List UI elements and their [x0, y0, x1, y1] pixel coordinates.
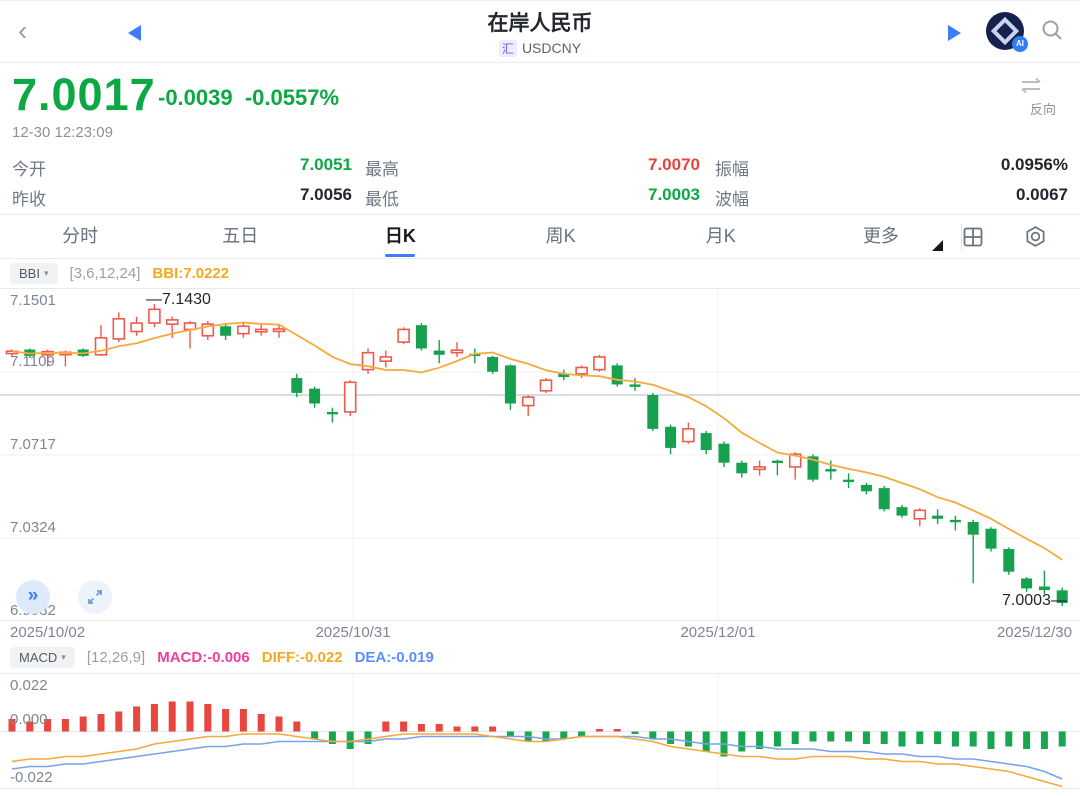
chevron-down-icon: ▾: [43, 268, 49, 278]
stat-value: 7.0070: [648, 154, 700, 174]
last-price: 7.0017: [12, 69, 156, 120]
stat-label: 今开: [12, 159, 46, 179]
k-y-axis-label: 7.0717: [10, 436, 56, 453]
stat-value: 7.0051: [300, 154, 352, 174]
swap-arrows-icon: [1021, 77, 1041, 94]
tab-monthly-k[interactable]: 月K: [705, 225, 736, 246]
bbi-params: [3,6,12,24]: [69, 265, 141, 282]
macd-value: MACD:-0.006: [157, 649, 250, 666]
quote-section: 7.0017 -0.0039 -0.0557% 12-30 12:23:09 反…: [0, 63, 1080, 149]
macd-y-axis-label: -0.022: [10, 769, 53, 786]
header-bar: ‹ 在岸人民币 汇 USDCNY AI: [0, 1, 1080, 63]
tab-more[interactable]: 更多: [801, 215, 961, 259]
quote-timestamp: 12-30 12:23:09: [12, 124, 113, 141]
k-x-axis: 2025/10/02 2025/10/31 2025/12/01 2025/12…: [0, 621, 1080, 643]
stat-label: 最低: [365, 189, 399, 209]
k-x-label: 2025/10/31: [315, 624, 391, 641]
multi-chart-grid-icon[interactable]: [962, 226, 1024, 248]
stat-value: 0.0067: [1016, 184, 1068, 204]
macd-y-axis-label: 0.022: [10, 677, 48, 694]
diff-value: DIFF:-0.022: [261, 649, 343, 666]
k-y-axis-label: 7.1501: [10, 292, 56, 309]
macd-chart[interactable]: [0, 673, 1080, 789]
k-x-label: 2025/10/02: [10, 624, 86, 641]
stats-grid: 今开 7.0051 最高 7.0070 振幅 0.0956% 昨收 7.0056 最低 7…: [0, 149, 1080, 215]
stat-label: 波幅: [715, 189, 749, 209]
stat-value: 7.0003: [648, 184, 700, 204]
change-percent: -0.0557%: [244, 85, 340, 110]
macd-y-axis-label: 0.000: [10, 711, 48, 728]
macd-indicator-bar: MACD ▾ [12,26,9] MACD:-0.006 DIFF:-0.022 …: [0, 643, 1080, 672]
chevron-down-icon: ▾: [61, 652, 66, 662]
indicator-selector-bbi[interactable]: BBI ▾: [10, 263, 58, 284]
more-corner-triangle-icon: [932, 239, 944, 251]
expand-more-panels-button[interactable]: »: [16, 580, 50, 614]
stat-label: 振幅: [715, 159, 749, 179]
k-x-label: 2025/12/01: [680, 624, 756, 641]
stat-label: 昨收: [12, 189, 46, 209]
market-type-badge: 汇: [498, 40, 517, 57]
k-y-axis-label: 7.0324: [10, 519, 56, 536]
double-chevron-right-icon: »: [27, 585, 39, 606]
symbol-code: USDCNY: [521, 40, 582, 56]
stat-label: 最高: [365, 159, 399, 179]
app-ai-logo-icon[interactable]: AI: [986, 12, 1028, 52]
fullscreen-button[interactable]: [78, 580, 112, 614]
kline-canvas[interactable]: [0, 289, 1080, 621]
tab-weekly-k[interactable]: 周K: [545, 225, 576, 246]
bbi-value: BBI:7.0222: [152, 265, 230, 282]
price-change: -0.0039 -0.0557%: [158, 85, 339, 111]
stat-value: 0.0956%: [1000, 154, 1068, 174]
symbol-subtitle: 汇 USDCNY: [0, 40, 1080, 57]
reverse-label: 反向: [1029, 102, 1056, 117]
page-title: 在岸人民币: [487, 12, 593, 35]
dea-value: DEA:-0.019: [354, 649, 434, 666]
tab-5day[interactable]: 五日: [222, 225, 259, 246]
low-point-annotation: 7.0003—: [1002, 592, 1067, 609]
k-y-axis-label: 7.1109: [10, 353, 55, 370]
tabbar-divider: [961, 223, 963, 250]
tab-minute[interactable]: 分时: [62, 225, 99, 246]
title-block: 在岸人民币 汇 USDCNY: [0, 7, 1080, 57]
next-instrument-icon[interactable]: [948, 25, 961, 41]
kline-chart[interactable]: [0, 288, 1080, 621]
search-icon[interactable]: [1040, 18, 1064, 42]
fullscreen-icon: [88, 590, 102, 604]
k-x-label: 2025/12/30: [996, 624, 1072, 641]
kline-indicator-bar: BBI ▾ [3,6,12,24] BBI:7.0222: [0, 259, 1080, 288]
prev-instrument-icon[interactable]: [128, 25, 141, 41]
high-point-annotation: —7.1430: [146, 291, 211, 308]
macd-canvas[interactable]: [0, 674, 1080, 789]
macd-params: [12,26,9]: [86, 649, 146, 666]
tab-daily-k[interactable]: 日K: [320, 215, 480, 259]
change-value: -0.0039: [158, 85, 233, 110]
indicator-selector-macd[interactable]: MACD ▾: [10, 647, 75, 668]
back-button[interactable]: ‹: [18, 15, 28, 46]
chart-settings-gear-icon[interactable]: [1024, 225, 1080, 248]
ai-badge: AI: [1012, 36, 1028, 52]
period-tabbar: 分时 五日 日K 周K 月K 更多: [0, 215, 1080, 259]
stat-value: 7.0056: [300, 184, 352, 204]
reverse-pair-button[interactable]: 反向: [1018, 77, 1068, 118]
